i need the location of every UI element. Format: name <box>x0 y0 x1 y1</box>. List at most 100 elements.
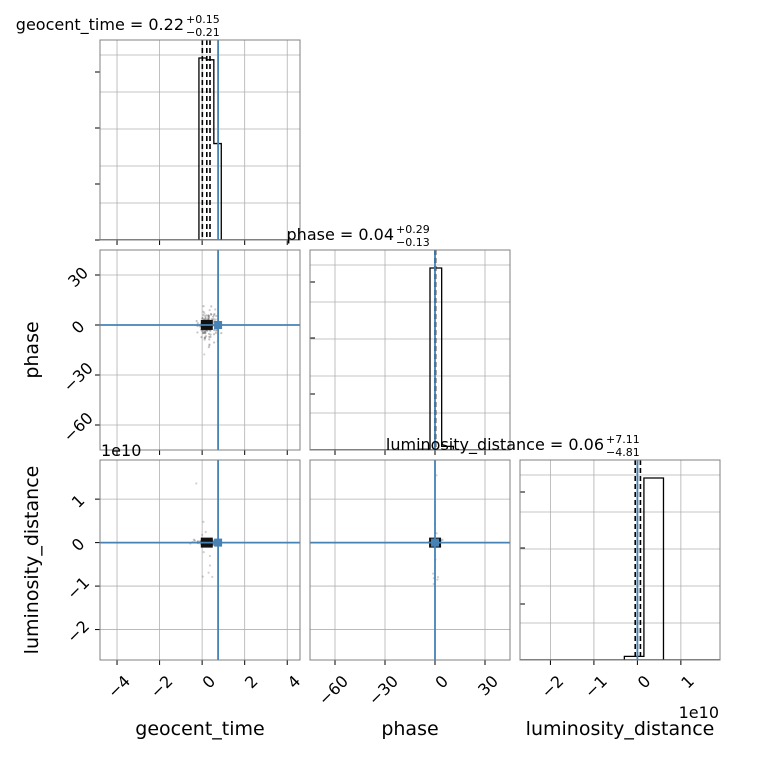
y-axis-offset-label: 1e10 <box>101 441 141 460</box>
sample-point <box>195 482 198 485</box>
y-tick-label: −60 <box>59 408 96 445</box>
y-tick-label: −30 <box>59 358 96 395</box>
sample-point <box>212 314 216 317</box>
y-tick-label: 1 <box>68 491 89 512</box>
x-tick-label: −4 <box>104 672 134 702</box>
sample-point <box>213 312 216 316</box>
panel-frame <box>99 459 301 661</box>
x-tick-label: 0 <box>431 672 452 693</box>
title-minus: −4.81 <box>606 446 640 459</box>
sample-point <box>213 329 216 332</box>
truth-marker <box>214 538 223 547</box>
sample-point <box>207 314 211 318</box>
sample-point <box>215 329 218 332</box>
title-minus: −0.13 <box>396 236 430 249</box>
x-tick-label: −60 <box>315 672 352 709</box>
sample-point <box>441 538 444 541</box>
sample-point <box>210 313 213 316</box>
sample-point <box>203 312 206 315</box>
sample-point <box>202 520 205 523</box>
sample-point <box>203 353 206 356</box>
sample-point <box>435 532 438 535</box>
sample-point <box>204 336 207 339</box>
x-tick-label: 4 <box>284 672 305 693</box>
panel-title-luminosity_distance: luminosity_distance = 0.06 +7.11−4.81 <box>386 433 640 459</box>
sample-point <box>204 335 208 338</box>
x-tick-label: −2 <box>146 672 176 702</box>
sample-point <box>208 344 211 347</box>
x-tick-label: 30 <box>474 672 502 700</box>
sample-point <box>208 338 211 341</box>
sample-point <box>208 554 212 558</box>
sample-point <box>203 318 206 321</box>
y-axis-label-luminosity-distance: luminosity_distance <box>21 466 43 655</box>
sample-point <box>200 336 203 339</box>
sample-point <box>210 318 213 321</box>
x-tick-label: 1 <box>677 672 698 693</box>
y-tick-label: 0 <box>68 317 89 338</box>
sample-point <box>211 575 214 579</box>
sample-point <box>203 336 206 340</box>
sample-point <box>212 333 216 336</box>
panel-phase-hist: phase = 0.04 +0.29−0.13 <box>287 223 511 455</box>
sample-point <box>432 572 435 575</box>
panel-title-phase: phase = 0.04 +0.29−0.13 <box>287 223 430 249</box>
sample-point <box>209 333 212 336</box>
sample-point <box>212 317 215 320</box>
y-tick-label: 30 <box>64 263 92 291</box>
y-tick-label: 0 <box>68 534 89 555</box>
panel-luminosity_distance-hist: luminosity_distance = 0.06 +7.11−4.81 −2 −1… <box>386 433 721 702</box>
sample-point <box>201 332 205 335</box>
sample-point <box>214 318 217 321</box>
sample-point <box>204 317 207 320</box>
y-axis-label-phase: phase <box>21 321 43 378</box>
x-tick-label: −30 <box>365 672 402 709</box>
sample-point <box>196 322 199 325</box>
x-tick-label: −1 <box>581 672 611 702</box>
sample-point <box>202 310 205 313</box>
sample-point <box>209 312 213 316</box>
panel-geocent_time-hist: geocent_time = 0.22 +0.15−0.21 <box>16 13 301 245</box>
sample-point <box>202 331 205 334</box>
sample-point <box>193 539 196 542</box>
panel-phase-vs-luminosity_distance: −60 −30 0 30 <box>309 459 511 709</box>
x-axis-offset-label: 1e10 <box>679 703 719 722</box>
sample-point <box>436 576 440 579</box>
sample-point <box>207 316 211 319</box>
sample-point <box>203 338 206 341</box>
sample-point <box>201 575 204 578</box>
sample-point <box>436 578 439 581</box>
x-tick-label: 2 <box>241 672 262 693</box>
sample-point <box>207 346 210 349</box>
panel-geocent_time-vs-phase: −60 −30 0 30 <box>59 249 301 455</box>
x-axis-label-luminosity-distance: luminosity_distance <box>526 718 715 740</box>
title-plus: +7.11 <box>606 433 640 446</box>
title-plus: +0.15 <box>186 13 220 26</box>
sample-point <box>202 314 205 317</box>
title-text: geocent_time = 0.22 <box>16 15 184 35</box>
sample-point <box>207 314 210 317</box>
panel-frame <box>99 39 301 241</box>
sample-point <box>215 314 218 318</box>
sample-point <box>192 538 195 541</box>
sample-point <box>207 316 210 319</box>
title-text: phase = 0.04 <box>287 225 394 244</box>
sample-point <box>208 335 211 338</box>
sample-point <box>208 564 212 567</box>
sample-point <box>203 336 206 340</box>
panel-frame <box>519 459 721 661</box>
sample-point <box>203 330 206 333</box>
sample-point <box>214 331 218 335</box>
sample-point <box>207 571 210 574</box>
x-tick-label: −2 <box>537 672 567 702</box>
x-tick-label: 0 <box>634 672 655 693</box>
sample-point <box>204 530 207 534</box>
sample-point <box>435 474 438 477</box>
sample-point <box>210 305 213 308</box>
panel-geocent_time-vs-luminosity_distance: −4 −2 0 2 4 −2 −1 0 1 <box>63 459 305 702</box>
truth-marker <box>431 538 439 547</box>
sample-point <box>204 332 207 335</box>
sample-point <box>201 317 204 320</box>
sample-point <box>207 314 210 317</box>
